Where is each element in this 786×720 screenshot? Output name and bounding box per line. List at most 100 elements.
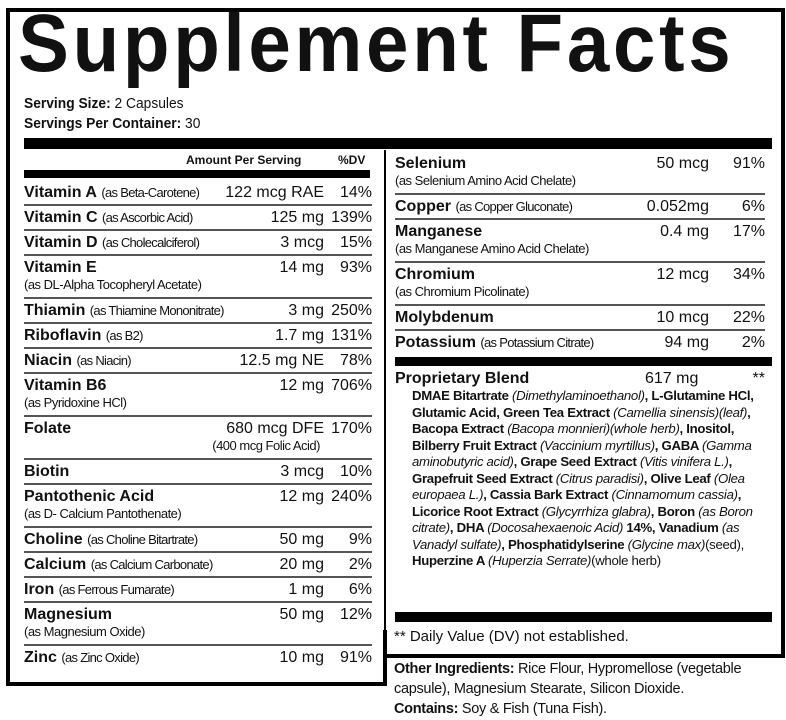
nutrient-dv: 10% [339,463,372,480]
nutrient-amount: 680 mcg DFE [226,420,324,437]
nutrient-name: Biotin [24,463,70,480]
blend-ingredient-segment: (Docosahexaenoic Acid) [487,520,624,535]
contains-text: Soy & Fish (Tuna Fish). [458,701,607,717]
nutrient-name: Calcium [24,556,87,573]
nutrient-name: Riboflavin [24,327,102,344]
blend-ingredient-segment: (Gamma aminobutyric acid) [412,437,752,470]
nutrient-source: (as Manganese Amino Acid Chelate) [395,241,589,256]
nutrient-name: Choline [24,531,83,548]
nutrient-source: (as Calcium Carbonate) [90,557,214,572]
nutrient-amount: 10 mg [279,649,324,666]
nutrient-amount-detail: (400 mcg Folic Acid) [212,438,320,453]
nutrient-row: Choline (as Choline Bitartrate) 50 mg 9% [24,529,372,553]
blend-ingredient-segment: L-Glutamine HCl, Glutamic Acid, Green Te… [412,388,754,420]
nutrient-dv: 17% [732,223,765,240]
footnote-divider-bar [395,612,772,622]
label-frame-left-extension [6,630,387,686]
nutrient-source: (as Thiamine Mononitrate) [89,303,225,318]
nutrient-dv: 14% [339,184,372,201]
nutrient-source: (as Cholecalciferol) [101,235,200,250]
nutrient-name-cell: Molybdenum [395,308,494,327]
nutrient-amount: 12 mg [279,377,324,394]
nutrient-source: (as Copper Gluconate) [455,199,573,214]
nutrient-name: Manganese [395,223,483,240]
blend-name: Proprietary Blend [395,370,530,387]
blend-ingredient-segment: , Olive Leaf [643,470,714,486]
nutrient-dv: 78% [339,352,372,369]
blend-amount: 617 mg [645,370,699,387]
nutrient-amount: 50 mcg [656,155,709,172]
nutrient-name-cell: Copper (as Copper Gluconate) [395,197,573,216]
blend-ingredient-segment: Huperzine A [412,553,489,568]
other-ingredients: Other Ingredients: Rice Flour, Hypromell… [394,659,782,719]
blend-ingredient-segment: , Phosphatidylserine [501,536,628,552]
nutrient-dv: 93% [339,259,372,276]
nutrient-source: (as Beta-Carotene) [101,185,200,200]
nutrient-name-cell: Choline (as Choline Bitartrate) [24,530,198,549]
blend-ingredient-segment: (as Vanadyl sulfate) [412,520,740,552]
blend-ingredient-segment: (Glycine max) [627,536,706,552]
nutrient-row: Vitamin D (as Cholecalciferol) 3 mcg 15% [24,232,372,256]
nutrient-row: Vitamin E (as DL-Alpha Tocopheryl Acetate… [24,257,372,299]
blend-ingredient-segment: (Cinnamomum cassia) [611,487,738,502]
nutrient-name-cell: Vitamin C (as Ascorbic Acid) [24,208,193,227]
nutrient-name-cell: Vitamin D (as Cholecalciferol) [24,233,200,252]
blend-ingredient-segment: (Dimethylaminoethanol) [512,388,645,403]
nutrient-name: Vitamin A [24,184,97,201]
nutrient-amount: 12 mg [279,488,324,505]
nutrient-amount: 14 mg [279,259,324,276]
blend-ingredient-segment: (whole herb) [591,553,661,568]
proprietary-blend-row: Proprietary Blend 617 mg ** [395,369,765,388]
nutrient-row: Vitamin B6 (as Pyridoxine HCl) 12 mg 706% [24,375,372,417]
nutrient-row: Molybdenum 10 mcg 22% [395,307,765,331]
blend-ingredient-segment: , GABA [654,437,703,453]
serving-size: Serving Size: 2 Capsules [24,95,184,113]
nutrient-amount: 1.7 mg [275,327,324,344]
nutrient-name-cell: Thiamin (as Thiamine Mononitrate) [24,301,224,320]
nutrient-name-cell: Potassium (as Potassium Citrate) [395,333,594,352]
nutrient-dv: 34% [732,266,765,283]
nutrient-row: Vitamin C (as Ascorbic Acid) 125 mg 139% [24,207,372,231]
nutrient-name-cell: Zinc (as Zinc Oxide) [24,648,140,667]
nutrient-row: Iron (as Ferrous Fumarate) 1 mg 6% [24,579,372,603]
nutrient-dv: 9% [348,531,372,548]
label-frame [6,8,785,658]
header-divider-bar [24,170,370,178]
nutrient-name-cell: Biotin [24,462,69,481]
nutrient-dv: 91% [339,649,372,666]
nutrient-name: Molybdenum [395,309,494,326]
nutrient-name-cell: Pantothenic Acid [24,487,154,506]
blend-ingredient-segment: (Vaccinium myrtillus) [539,437,655,453]
nutrient-name-cell: Iron (as Ferrous Fumarate) [24,580,175,599]
nutrient-name: Vitamin B6 [24,377,107,394]
nutrient-dv: 240% [331,488,372,505]
nutrient-name: Pantothenic Acid [24,488,155,505]
nutrient-dv: 2% [348,556,372,573]
nutrient-row: Biotin 3 mcg 10% [24,461,372,485]
nutrient-source: (as D- Calcium Pantothenate) [24,506,182,521]
nutrient-amount: 12.5 mg NE [239,352,324,369]
blend-ingredient-segment: (Camellia sinensis)(leaf) [613,404,748,420]
nutrient-dv: 91% [732,155,765,172]
amount-per-serving-header: Amount Per Serving [186,153,302,167]
blend-ingredient-segment: , Grape Seed Extract [513,454,640,469]
nutrient-source: (as DL-Alpha Tocopheryl Acetate) [24,277,202,292]
nutrient-name: Folate [24,420,72,437]
nutrient-name-cell: Vitamin E [24,258,97,277]
nutrient-source: (as Pyridoxine HCl) [24,395,127,410]
blend-ingredient-segment: (Glycyrrhiza glabra) [541,503,651,519]
nutrient-amount: 50 mg [279,531,324,548]
nutrient-name: Vitamin D [24,234,98,251]
nutrient-row: Riboflavin (as B2) 1.7 mg 131% [24,325,372,349]
nutrient-dv: 15% [339,234,372,251]
nutrient-source: (as B2) [105,328,144,343]
nutrient-source: (as Selenium Amino Acid Chelate) [395,173,576,188]
nutrient-name: Thiamin [24,302,86,319]
blend-ingredient-segment: , Cassia Bark Extract [483,487,612,502]
right-nutrient-list: Selenium (as Selenium Amino Acid Chelate)… [395,152,765,356]
blend-ingredient-segment: , Grapefruit Seed Extract [412,454,732,486]
blend-ingredient-segment: (Bacopa monnieri)(whole herb) [507,421,680,436]
nutrient-amount: 0.4 mg [660,223,709,240]
nutrient-amount: 0.052mg [646,198,709,215]
nutrient-row: Copper (as Copper Gluconate) 0.052mg 6% [395,196,765,220]
